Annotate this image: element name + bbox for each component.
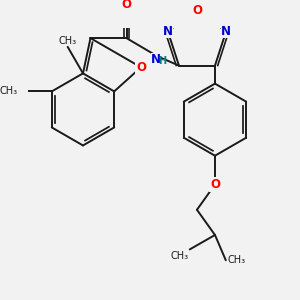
Text: CH₃: CH₃ xyxy=(58,36,77,46)
Text: N: N xyxy=(163,25,173,38)
Text: O: O xyxy=(210,178,220,191)
Text: CH₃: CH₃ xyxy=(227,255,245,265)
Text: H: H xyxy=(158,56,166,66)
Text: O: O xyxy=(192,4,202,17)
Text: N: N xyxy=(151,53,161,66)
Text: O: O xyxy=(122,0,131,11)
Text: CH₃: CH₃ xyxy=(0,86,18,96)
Text: CH₃: CH₃ xyxy=(170,251,188,261)
Text: O: O xyxy=(136,61,146,74)
Text: N: N xyxy=(221,25,231,38)
